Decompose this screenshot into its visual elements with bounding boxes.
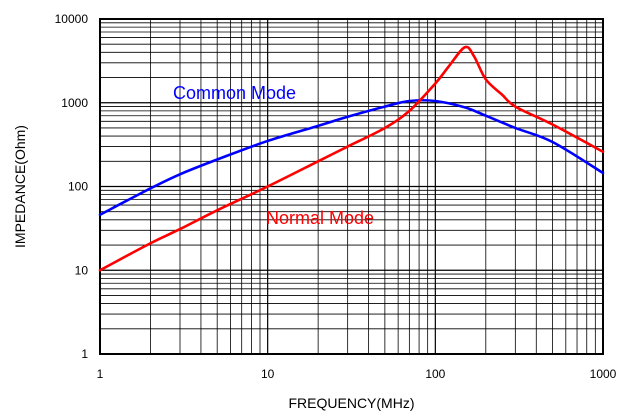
x-axis-title: FREQUENCY(MHz) bbox=[289, 395, 415, 411]
x-tick-label: 1000 bbox=[590, 367, 617, 381]
x-tick-label: 10 bbox=[261, 367, 275, 381]
series-label-normal-mode: Normal Mode bbox=[266, 208, 374, 228]
y-tick-label: 10 bbox=[75, 263, 89, 277]
y-tick-label: 10000 bbox=[55, 12, 89, 26]
tick-labels: 1 10 100 1000 1 10 100 1000 10000 bbox=[55, 12, 617, 381]
grid bbox=[99, 18, 604, 355]
series-label-common-mode: Common Mode bbox=[173, 83, 296, 103]
series-lines bbox=[98, 45, 605, 272]
x-tick-label: 100 bbox=[425, 367, 445, 381]
x-tick-label: 1 bbox=[97, 367, 104, 381]
y-tick-label: 100 bbox=[68, 180, 88, 194]
y-axis-title: IMPEDANCE(Ohm) bbox=[12, 125, 28, 248]
y-tick-label: 1000 bbox=[61, 96, 88, 110]
common-mode-line bbox=[98, 98, 605, 217]
y-tick-label: 1 bbox=[81, 347, 88, 361]
normal-mode-line bbox=[98, 45, 605, 272]
plot-frame bbox=[99, 18, 604, 355]
